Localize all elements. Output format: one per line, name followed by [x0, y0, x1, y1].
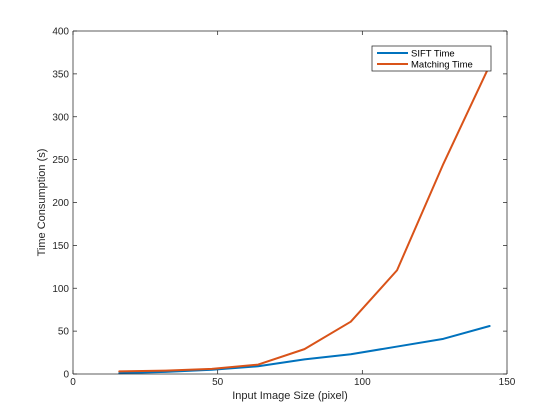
x-tick-label: 100: [354, 377, 371, 388]
x-axis-title: Input Image Size (pixel): [232, 390, 348, 402]
y-tick-label: 100: [52, 284, 69, 295]
legend-label-matching-time: Matching Time: [411, 60, 473, 71]
legend-label-sift-time: SIFT Time: [411, 49, 455, 60]
ticks-layer: 0 50 100 150 0 50 100 150 200 250 300 350 400: [52, 27, 515, 389]
legend: SIFT Time Matching Time: [371, 45, 492, 72]
legend-box: [371, 45, 492, 72]
y-tick-label: 400: [52, 27, 69, 38]
series-line-sift-time: [118, 324, 491, 375]
x-tick-label: 0: [70, 377, 76, 388]
y-tick-label: 200: [52, 198, 69, 209]
y-tick-label: 350: [52, 69, 69, 80]
y-tick-label: 50: [58, 327, 70, 338]
y-tick-label: 250: [52, 155, 69, 166]
y-tick-label: 300: [52, 112, 69, 123]
x-tick-label: 150: [499, 377, 516, 388]
series-line-matching-time: [118, 64, 491, 373]
x-tick-label: 50: [212, 377, 224, 388]
y-axis-title: Time Consumption (s): [36, 149, 48, 257]
plot-area: [73, 31, 507, 374]
y-tick-label: 150: [52, 241, 69, 252]
series-layer: [118, 64, 491, 375]
y-tick-label: 0: [63, 370, 69, 381]
